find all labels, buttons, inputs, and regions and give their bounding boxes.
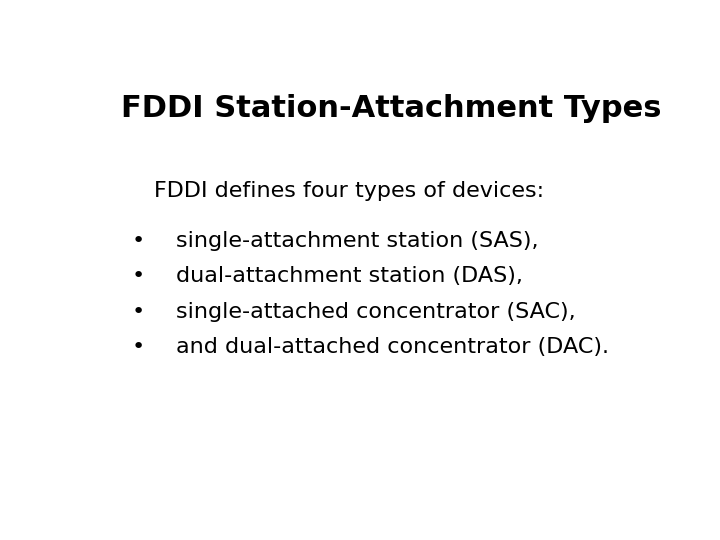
Text: and dual-attached concentrator (DAC).: and dual-attached concentrator (DAC).	[176, 337, 610, 357]
Text: •: •	[132, 266, 145, 286]
Text: FDDI defines four types of devices:: FDDI defines four types of devices:	[154, 181, 544, 201]
Text: single-attachment station (SAS),: single-attachment station (SAS),	[176, 231, 539, 251]
Text: dual-attachment station (DAS),: dual-attachment station (DAS),	[176, 266, 523, 286]
Text: •: •	[132, 337, 145, 357]
Text: FDDI Station-Attachment Types: FDDI Station-Attachment Types	[121, 94, 661, 123]
Text: single-attached concentrator (SAC),: single-attached concentrator (SAC),	[176, 302, 576, 322]
Text: •: •	[132, 302, 145, 322]
Text: •: •	[132, 231, 145, 251]
